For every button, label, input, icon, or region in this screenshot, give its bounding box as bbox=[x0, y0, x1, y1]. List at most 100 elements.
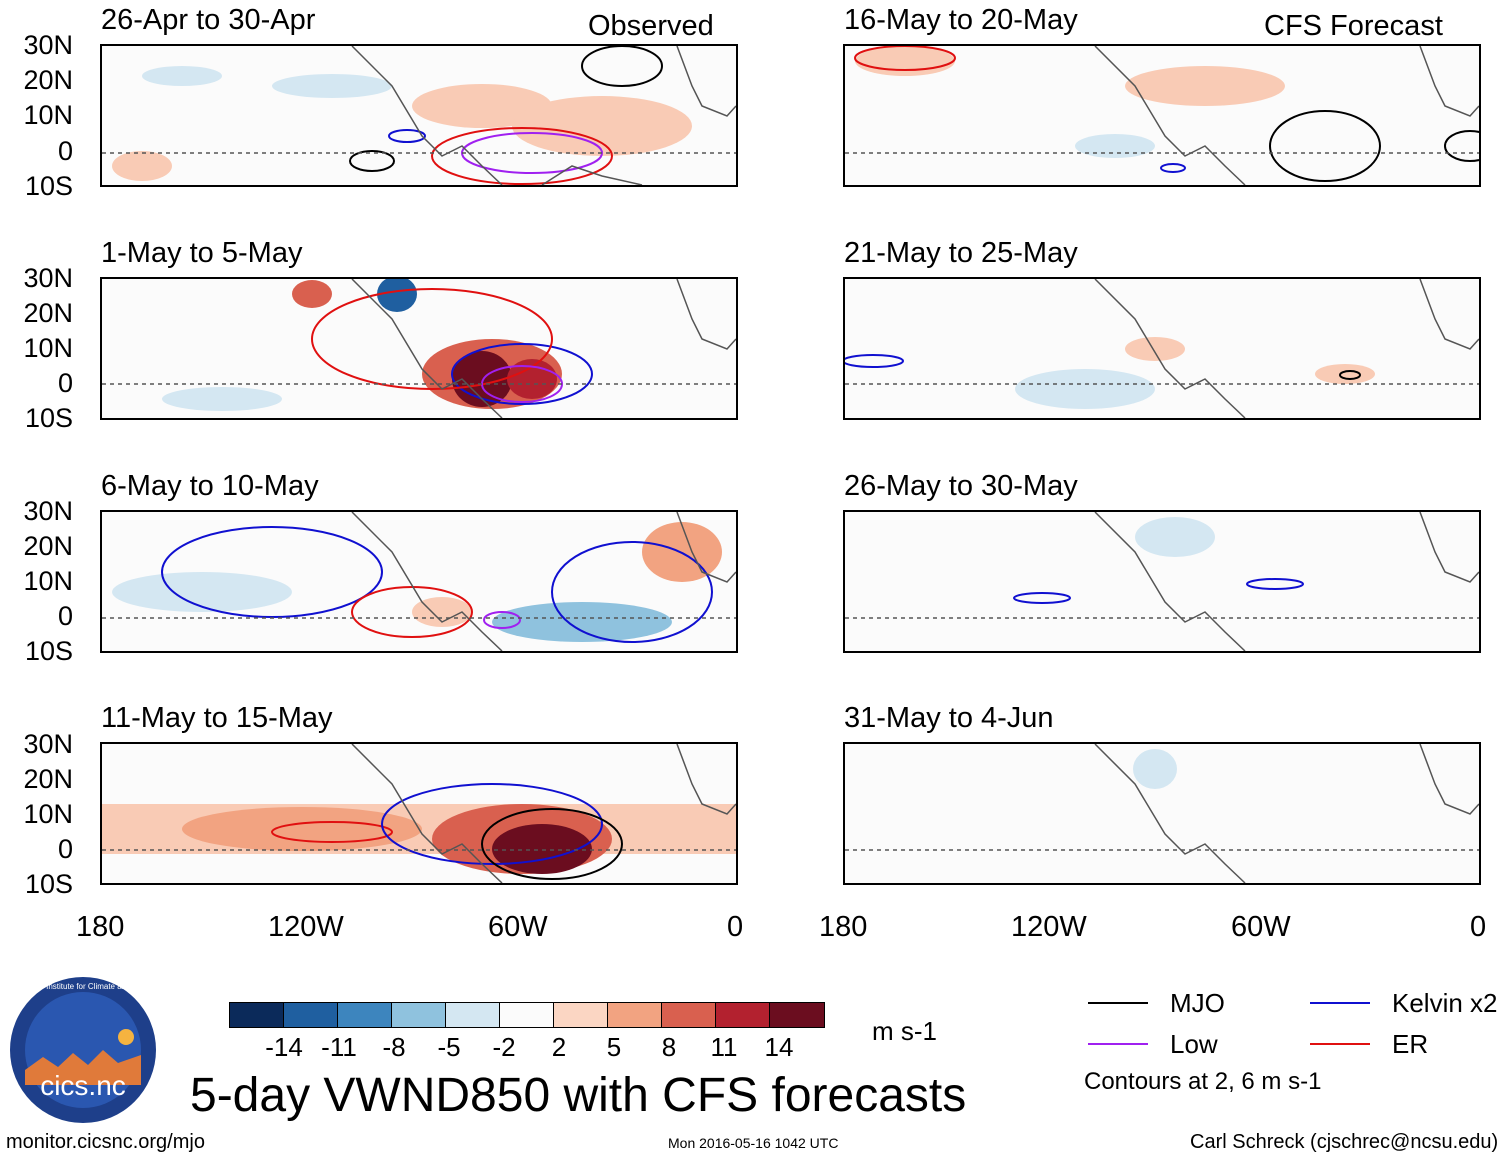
lat-label: 0 bbox=[57, 368, 73, 398]
negative-anomaly bbox=[1015, 369, 1155, 409]
positive-anomaly bbox=[292, 280, 332, 308]
lon-label: 0 bbox=[727, 911, 744, 943]
colorbar-units: m s-1 bbox=[872, 1016, 937, 1046]
legend-swatch bbox=[1310, 1043, 1370, 1045]
negative-anomaly bbox=[1135, 517, 1215, 557]
lat-label: 30N bbox=[23, 263, 73, 293]
colorbar-swatch bbox=[284, 1003, 338, 1027]
lat-label: 10S bbox=[24, 869, 73, 899]
er-contour bbox=[854, 46, 956, 71]
negative-anomaly bbox=[1133, 749, 1177, 789]
colorbar-tick-label: 14 bbox=[764, 1032, 794, 1062]
panel-title-1: 26-Apr to 30-Apr bbox=[101, 4, 316, 36]
colorbar-tick-label: -5 bbox=[437, 1032, 461, 1062]
legend-swatch bbox=[1088, 1043, 1148, 1045]
panel-title-2: 1-May to 5-May bbox=[101, 237, 303, 269]
lat-label: 10S bbox=[24, 403, 73, 433]
logo-ring-text: Cooperative Institute for Climate and Sa… bbox=[8, 982, 158, 991]
colorbar-tick-label: -2 bbox=[492, 1032, 516, 1062]
lat-label: 0 bbox=[57, 601, 73, 631]
colorbar-tick-label: 2 bbox=[551, 1032, 567, 1062]
forecast-header: CFS Forecast bbox=[1264, 10, 1443, 42]
lat-label: 0 bbox=[57, 136, 73, 166]
legend-item-er: ER bbox=[1310, 1030, 1428, 1058]
lon-label: 60W bbox=[488, 911, 548, 943]
kelvin-contour bbox=[161, 526, 383, 618]
colorbar-tick-label: -14 bbox=[265, 1032, 303, 1062]
negative-anomaly bbox=[112, 572, 292, 612]
colorbar-tick-label: -8 bbox=[382, 1032, 406, 1062]
lon-label: 180 bbox=[819, 911, 868, 943]
lon-label: 120W bbox=[268, 911, 344, 943]
footer-url: monitor.cicsnc.org/mjo bbox=[6, 1131, 205, 1153]
lat-label: 10N bbox=[23, 100, 73, 130]
kelvin-contour bbox=[1160, 163, 1186, 173]
negative-anomaly bbox=[162, 387, 282, 411]
panel-title-4: 11-May to 15-May bbox=[101, 702, 333, 734]
negative-anomaly bbox=[272, 74, 392, 98]
map-panel-observed-3 bbox=[100, 510, 738, 653]
legend-label: Kelvin x2 bbox=[1392, 988, 1498, 1018]
coastline bbox=[351, 512, 736, 651]
lat-label: 30N bbox=[23, 496, 73, 526]
map-panel-forecast-3 bbox=[843, 510, 1481, 653]
low-contour bbox=[483, 611, 521, 629]
kelvin-contour bbox=[845, 354, 904, 368]
colorbar-swatch bbox=[662, 1003, 716, 1027]
lat-label: 10N bbox=[23, 566, 73, 596]
lat-label: 10N bbox=[23, 333, 73, 363]
coastline bbox=[351, 279, 736, 418]
positive-anomaly bbox=[1125, 337, 1185, 361]
colorbar-swatch bbox=[554, 1003, 608, 1027]
panel-title-6: 21-May to 25-May bbox=[844, 237, 1078, 269]
lat-label: 20N bbox=[23, 764, 73, 794]
colorbar bbox=[229, 1002, 825, 1028]
positive-anomaly bbox=[855, 46, 955, 76]
positive-anomaly bbox=[1315, 364, 1375, 384]
coastline bbox=[1094, 46, 1479, 185]
colorbar-swatch bbox=[230, 1003, 284, 1027]
lat-label: 20N bbox=[23, 65, 73, 95]
map-panel-forecast-4 bbox=[843, 742, 1481, 885]
er-contour bbox=[351, 586, 473, 638]
map-panel-observed-4 bbox=[100, 742, 738, 885]
legend-label: ER bbox=[1392, 1029, 1429, 1059]
mjo-contour bbox=[349, 150, 395, 172]
colorbar-swatch bbox=[608, 1003, 662, 1027]
map-panel-forecast-1 bbox=[843, 44, 1481, 187]
figure-title: 5-day VWND850 with CFS forecasts bbox=[190, 1069, 967, 1122]
kelvin-contour bbox=[1246, 578, 1304, 590]
kelvin-contour bbox=[451, 343, 593, 405]
lat-label: 10S bbox=[24, 636, 73, 666]
legend-swatch bbox=[1310, 1002, 1370, 1004]
positive-anomaly bbox=[512, 96, 692, 156]
lat-label: 0 bbox=[57, 834, 73, 864]
mjo-contour bbox=[1444, 130, 1479, 162]
negative-anomaly bbox=[377, 279, 417, 312]
colorbar-swatch bbox=[392, 1003, 446, 1027]
lon-label: 120W bbox=[1011, 911, 1087, 943]
legend-label: Low bbox=[1170, 1029, 1218, 1059]
panel-title-3: 6-May to 10-May bbox=[101, 470, 319, 502]
coastline bbox=[351, 744, 736, 883]
positive-anomaly bbox=[507, 359, 557, 399]
colorbar-swatch bbox=[338, 1003, 392, 1027]
lon-label: 60W bbox=[1231, 911, 1291, 943]
panel-title-7: 26-May to 30-May bbox=[844, 470, 1078, 502]
positive-anomaly bbox=[112, 151, 172, 181]
kelvin-contour bbox=[388, 129, 426, 143]
panel-title-5: 16-May to 20-May bbox=[844, 4, 1078, 36]
legend-item-kelvin: Kelvin x2 bbox=[1310, 989, 1498, 1017]
legend-label: MJO bbox=[1170, 988, 1225, 1018]
legend-item-low: Low bbox=[1088, 1030, 1218, 1058]
er-contour bbox=[431, 127, 613, 185]
map-panel-forecast-2 bbox=[843, 277, 1481, 420]
negative-anomaly bbox=[1075, 134, 1155, 158]
colorbar-swatch bbox=[770, 1003, 824, 1027]
colorbar-tick-label: 5 bbox=[606, 1032, 622, 1062]
mjo-contour bbox=[1269, 110, 1381, 182]
positive-anomaly bbox=[1125, 66, 1285, 106]
coastline bbox=[1094, 512, 1479, 651]
negative-anomaly bbox=[492, 602, 672, 642]
coastline bbox=[1094, 279, 1479, 418]
